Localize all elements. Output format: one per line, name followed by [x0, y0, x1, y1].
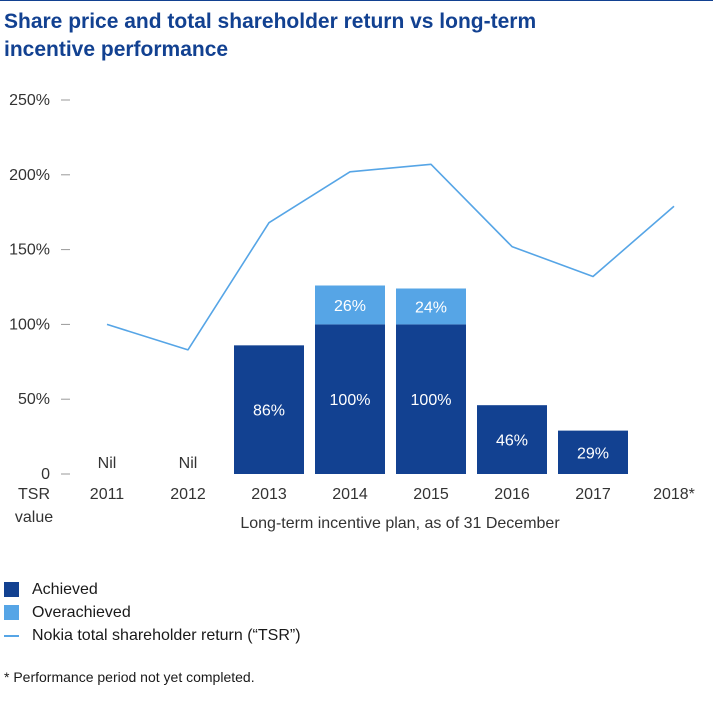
bar-label-nil: Nil — [179, 455, 198, 472]
legend-swatch-tsr — [4, 634, 19, 637]
y-axis-title: value — [15, 509, 53, 526]
tsr-line — [106, 163, 675, 351]
x-tick-label: 2014 — [332, 486, 368, 503]
y-tick-label: 0 — [41, 466, 50, 483]
x-tick-label: 2013 — [251, 486, 287, 503]
x-tick-label: 2011 — [90, 486, 125, 503]
x-tick-label: 2012 — [170, 486, 206, 503]
bar-achieved — [234, 345, 304, 474]
chart-plot: 0 50% 100% 150% 200% 250% TSR value 2011 2012 2013… — [9, 92, 695, 532]
y-axis-title: TSR — [18, 486, 50, 503]
bar-label-achieved: 29% — [577, 445, 609, 462]
bar-achieved — [396, 324, 466, 474]
x-axis-title: Long-term incentive plan, as of 31 Decem… — [240, 515, 560, 532]
legend-label-overachieved: Overachieved — [32, 603, 131, 621]
x-tick-label: 2018* — [653, 486, 695, 503]
y-tick-label: 100% — [9, 316, 50, 333]
footnote: * Performance period not yet completed. — [4, 669, 255, 685]
legend-item-tsr: Nokia total shareholder return (“TSR”) — [4, 624, 301, 647]
bar-label-achieved: 46% — [496, 433, 528, 450]
y-tick-label: 250% — [9, 92, 50, 109]
bar-label-nil: Nil — [98, 455, 117, 472]
bar-overachieved — [396, 288, 466, 325]
bar-label-overachieved: 26% — [334, 298, 366, 315]
legend: Achieved Overachieved Nokia total shareh… — [4, 578, 301, 647]
bar-overachieved — [315, 285, 385, 325]
legend-swatch-overachieved — [4, 605, 19, 620]
y-tick-label: 50% — [18, 391, 50, 408]
bar-label-achieved: 100% — [411, 392, 452, 409]
legend-label-tsr: Nokia total shareholder return (“TSR”) — [32, 626, 301, 644]
title-rule — [0, 0, 713, 1]
x-tick-label: 2015 — [413, 486, 449, 503]
bar-achieved — [558, 430, 628, 474]
legend-swatch-achieved — [4, 582, 19, 597]
legend-label-achieved: Achieved — [32, 580, 98, 598]
bar-achieved — [315, 324, 385, 474]
y-tick-label: 150% — [9, 242, 50, 259]
legend-item-achieved: Achieved — [4, 578, 301, 601]
bar-achieved — [477, 405, 547, 474]
chart-title: Share price and total shareholder return… — [4, 10, 537, 61]
bar-label-achieved: 100% — [330, 392, 371, 409]
x-tick-label: 2017 — [575, 486, 611, 503]
bar-label-overachieved: 24% — [415, 299, 447, 316]
bar-label-achieved: 86% — [253, 403, 285, 420]
x-tick-label: 2016 — [494, 486, 530, 503]
y-tick-label: 200% — [9, 167, 50, 184]
legend-item-overachieved: Overachieved — [4, 601, 301, 624]
